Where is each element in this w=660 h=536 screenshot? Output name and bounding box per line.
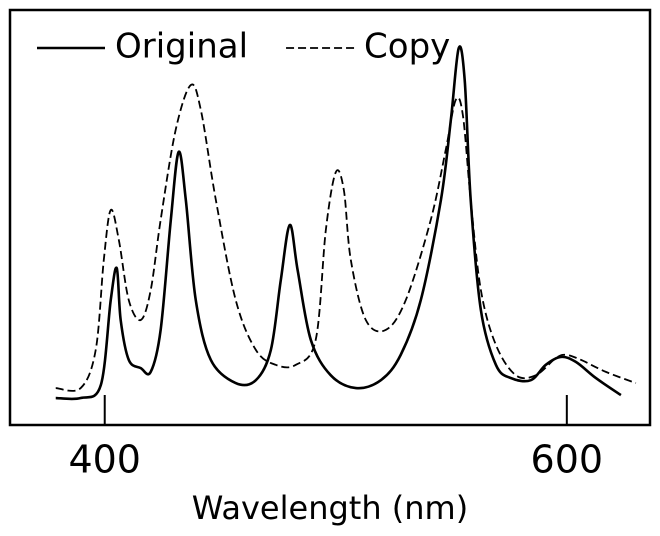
line-series <box>55 45 622 401</box>
plot-frame <box>8 8 652 427</box>
x-axis-label: Wavelength (nm) <box>192 489 468 527</box>
x-tick-label: 400 <box>68 438 141 482</box>
legend-label: Original <box>115 27 248 67</box>
line-series <box>55 83 637 392</box>
legend-label: Copy <box>364 27 450 67</box>
x-tick-label: 600 <box>531 438 604 482</box>
